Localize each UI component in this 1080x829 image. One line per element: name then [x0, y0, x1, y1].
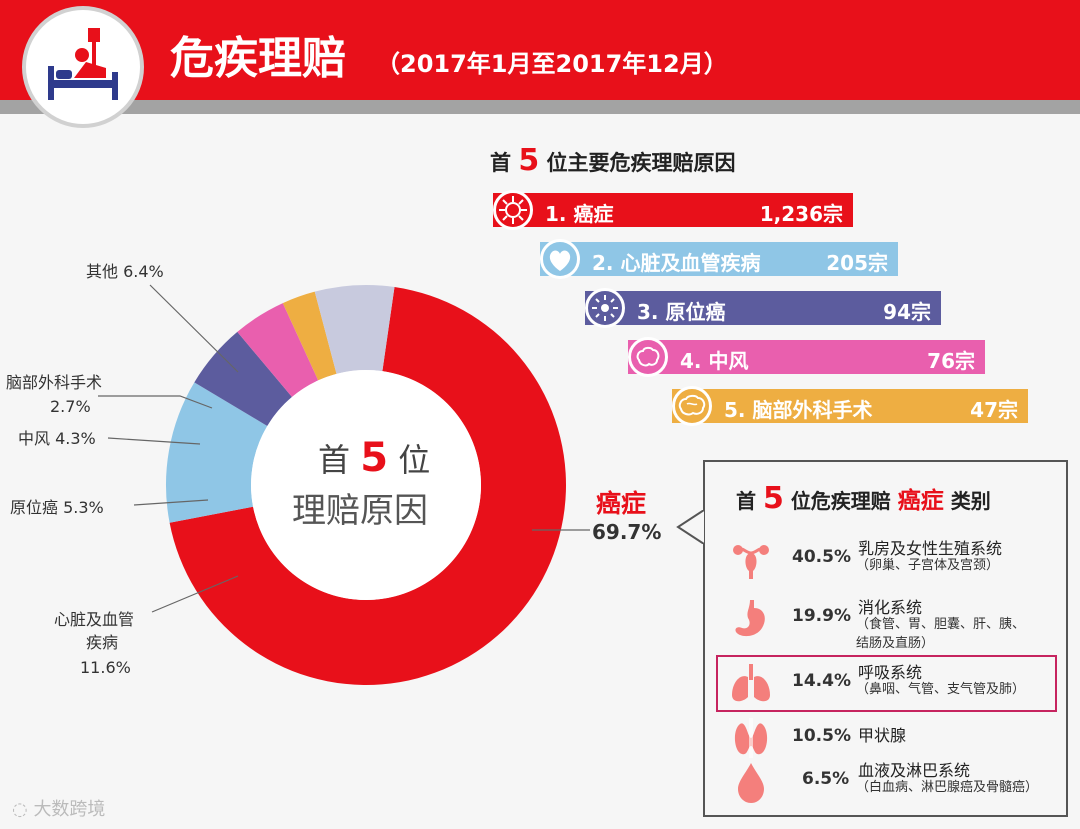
top5-title: 首 5 位主要危疾理赔原因 [490, 143, 736, 178]
leader-other [149, 284, 239, 373]
top5-bar-brain-surgery: 5. 脑部外科手术 47宗 [672, 386, 1028, 426]
bar-label: 2. 心脏及血管疾病 [592, 251, 761, 275]
donut-center-pre: 首 [318, 441, 351, 479]
bar-label: 1. 癌症 [545, 202, 614, 226]
brain-icon [672, 386, 712, 426]
cancer-cell-icon [493, 190, 533, 230]
cancer-type-row: 10.5% 甲状腺 [718, 712, 1058, 758]
ct-title-hl: 癌症 [897, 488, 944, 514]
leader-in-situ [133, 499, 209, 506]
label-heart-line1: 心脏及血管 [54, 610, 135, 629]
cell-icon [585, 288, 625, 328]
header-divider [0, 100, 1080, 114]
leader-heart [151, 575, 239, 613]
panel-pointer [676, 510, 705, 544]
donut-center-num: 5 [360, 435, 389, 481]
donut-slice-stroke [237, 303, 319, 397]
donut-hole [251, 370, 481, 600]
label-other: 其他 6.4% [86, 262, 164, 281]
page-title: 危疾理赔 [170, 33, 346, 84]
type-name: 消化系统 [858, 598, 923, 617]
label-brain-surgery-name: 脑部外科手术 [6, 373, 103, 392]
type-pct: 6.5% [802, 769, 850, 789]
top5-bar-in-situ: 3. 原位癌 94宗 [585, 288, 941, 328]
donut-center-line1: 首 5 位 [318, 435, 430, 481]
type-name: 血液及淋巴系统 [858, 761, 971, 780]
cancer-type-row: 6.5% 血液及淋巴系统 （白血病、淋巴腺癌及骨髓癌） [718, 755, 1058, 811]
bar-label: 3. 原位癌 [637, 300, 726, 324]
top5-bar-cancer: 1. 癌症 1,236宗 [493, 190, 853, 230]
watermark-logo-icon: ◌ [12, 799, 34, 820]
type-pct: 19.9% [792, 606, 851, 626]
donut-slice-in-situ [194, 331, 293, 426]
bar-count: 1,236宗 [759, 202, 843, 226]
top5-bar-stroke: 4. 中风 76宗 [628, 337, 985, 377]
leader-stroke [107, 437, 201, 445]
label-heart-pct: 11.6% [80, 658, 131, 677]
bar-count: 47宗 [970, 398, 1018, 422]
top5-title-pre: 首 [490, 151, 511, 175]
heart-icon [540, 239, 580, 279]
label-brain-surgery-pct: 2.7% [50, 397, 91, 416]
type-pct: 14.4% [792, 671, 851, 691]
type-desc: （卵巢、子宫体及宫颈） [856, 558, 1000, 573]
lungs-icon [732, 664, 770, 702]
donut-slice-brain-surgery [282, 291, 337, 381]
donut-slice-cancer [169, 287, 567, 685]
stomach-icon [735, 600, 765, 637]
blood-drop-icon [738, 763, 764, 803]
header-banner [0, 0, 1080, 100]
watermark-text: 大数跨境 [33, 799, 106, 820]
top5-title-num: 5 [518, 143, 540, 178]
type-desc: （鼻咽、气管、支气管及肺） [856, 682, 1026, 697]
type-pct: 40.5% [792, 547, 851, 567]
hospital-bed-icon [48, 28, 118, 100]
cancer-types-panel [703, 460, 1068, 817]
type-name: 呼吸系统 [858, 663, 923, 682]
brain-stroke-icon [628, 337, 668, 377]
type-desc: （食管、胃、胆囊、肝、胰、 结肠及直肠） [856, 617, 1026, 651]
type-pct: 10.5% [792, 726, 851, 746]
label-in-situ: 原位癌 5.3% [10, 498, 104, 517]
cancer-types-title: 首 5 位危疾理赔 癌症 类别 [736, 481, 991, 516]
cancer-type-row: 19.9% 消化系统 （食管、胃、胆囊、肝、胰、 结肠及直肠） [718, 592, 1058, 652]
page-period: （2017年1月至2017年12月） [376, 50, 728, 78]
label-heart-line2: 疾病 [86, 633, 119, 652]
bar-label: 5. 脑部外科手术 [724, 398, 873, 422]
thyroid-icon [734, 718, 768, 758]
top5-title-post: 位主要危疾理赔原因 [546, 151, 736, 175]
type-name: 乳房及女性生殖系统 [858, 539, 1003, 558]
leader-brain-surgery [98, 395, 213, 409]
bar-count: 94宗 [883, 300, 931, 324]
label-cancer-pct: 69.7% [592, 520, 662, 544]
watermark: ◌ 大数跨境 [12, 795, 105, 821]
cancer-type-row: 40.5% 乳房及女性生殖系统 （卵巢、子宫体及宫颈） [718, 533, 1058, 589]
bar-count: 76宗 [927, 349, 975, 373]
bar-label: 4. 中风 [680, 349, 749, 373]
ct-title-mid: 位危疾理赔 [790, 489, 891, 513]
logo-badge [22, 6, 144, 128]
top5-bar-heart: 2. 心脏及血管疾病 205宗 [540, 239, 898, 279]
ct-title-num: 5 [762, 481, 784, 516]
type-name: 甲状腺 [858, 726, 907, 745]
ct-title-pre: 首 [736, 489, 756, 513]
label-cancer: 癌症 [596, 489, 647, 518]
donut-center-line2: 理赔原因 [292, 491, 428, 531]
uterus-icon [733, 545, 769, 579]
type-desc: （白血病、淋巴腺癌及骨髓癌） [856, 780, 1039, 795]
ct-title-post: 类别 [950, 489, 991, 513]
label-stroke: 中风 4.3% [18, 429, 96, 448]
donut-slice-other [314, 284, 395, 374]
donut-center-post: 位 [398, 441, 431, 479]
cancer-type-row-highlighted: 14.4% 呼吸系统 （鼻咽、气管、支气管及肺） [716, 655, 1057, 712]
bar-count: 205宗 [826, 251, 888, 275]
donut-slice-heart [166, 382, 268, 523]
